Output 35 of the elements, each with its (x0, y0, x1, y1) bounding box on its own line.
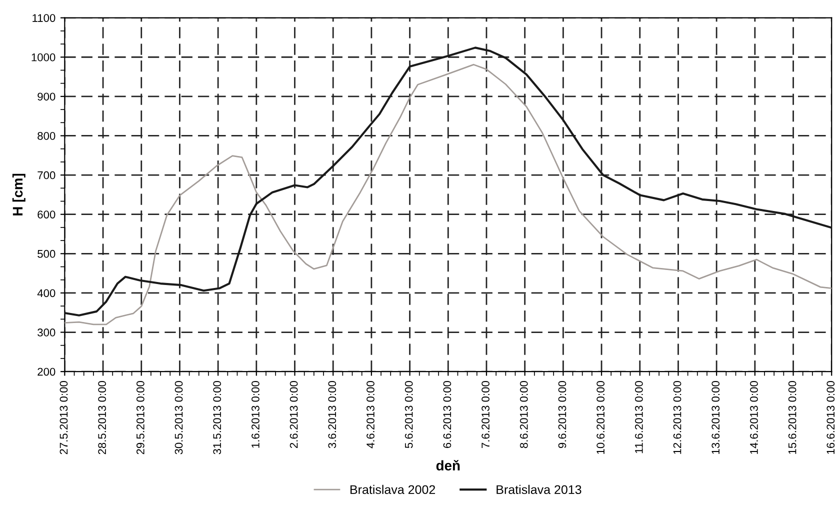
x-tick-label: 10.6.2013 0:00 (596, 381, 605, 454)
y-tick-label: 700 (38, 171, 56, 180)
y-tick-label: 1100 (32, 14, 56, 22)
x-tick-label: 7.6.2013 0:00 (482, 381, 490, 448)
x-tick-label: 28.5.2013 0:00 (98, 381, 106, 454)
x-tick-label: 16.6.2013 0:00 (826, 381, 835, 454)
x-tick-label: 29.5.2013 0:00 (136, 381, 144, 454)
y-axis-title: H [cm] (12, 174, 26, 216)
legend-label: Bratislava 2013 (496, 484, 582, 494)
x-tick-label: 12.6.2013 0:00 (673, 381, 682, 454)
x-tick-label: 8.6.2013 0:00 (520, 381, 528, 448)
x-tick-label: 5.6.2013 0:00 (404, 381, 413, 448)
x-tick-label: 6.6.2013 0:00 (443, 381, 452, 448)
x-tick-label: 11.6.2013 0:00 (634, 381, 643, 454)
x-tick-label: 2.6.2013 0:00 (290, 381, 298, 448)
y-tick-label: 300 (38, 328, 56, 336)
x-axis-title: deň (436, 460, 460, 470)
x-tick-label: 31.5.2013 0:00 (213, 381, 222, 454)
x-tick-label: 13.6.2013 0:00 (712, 381, 720, 454)
x-tick-label: 1.6.2013 0:00 (252, 381, 260, 448)
y-tick-label: 800 (38, 132, 56, 140)
y-tick-label: 600 (38, 210, 56, 218)
x-tick-label: 30.5.2013 0:00 (174, 381, 183, 454)
x-tick-label: 14.6.2013 0:00 (750, 381, 758, 454)
y-tick-label: 1000 (32, 53, 56, 62)
legend-label: Bratislava 2002 (350, 484, 436, 494)
y-tick-label: 500 (38, 250, 56, 258)
y-tick-label: 200 (38, 368, 56, 376)
y-tick-label: 400 (37, 289, 56, 298)
x-tick-label: 27.5.2013 0:00 (60, 381, 68, 454)
x-tick-label: 15.6.2013 0:00 (788, 381, 796, 454)
x-tick-label: 4.6.2013 0:00 (366, 381, 374, 448)
x-tick-label: 9.6.2013 0:00 (558, 381, 566, 448)
x-tick-label: 3.6.2013 0:00 (328, 381, 336, 448)
y-tick-label: 900 (38, 92, 56, 101)
